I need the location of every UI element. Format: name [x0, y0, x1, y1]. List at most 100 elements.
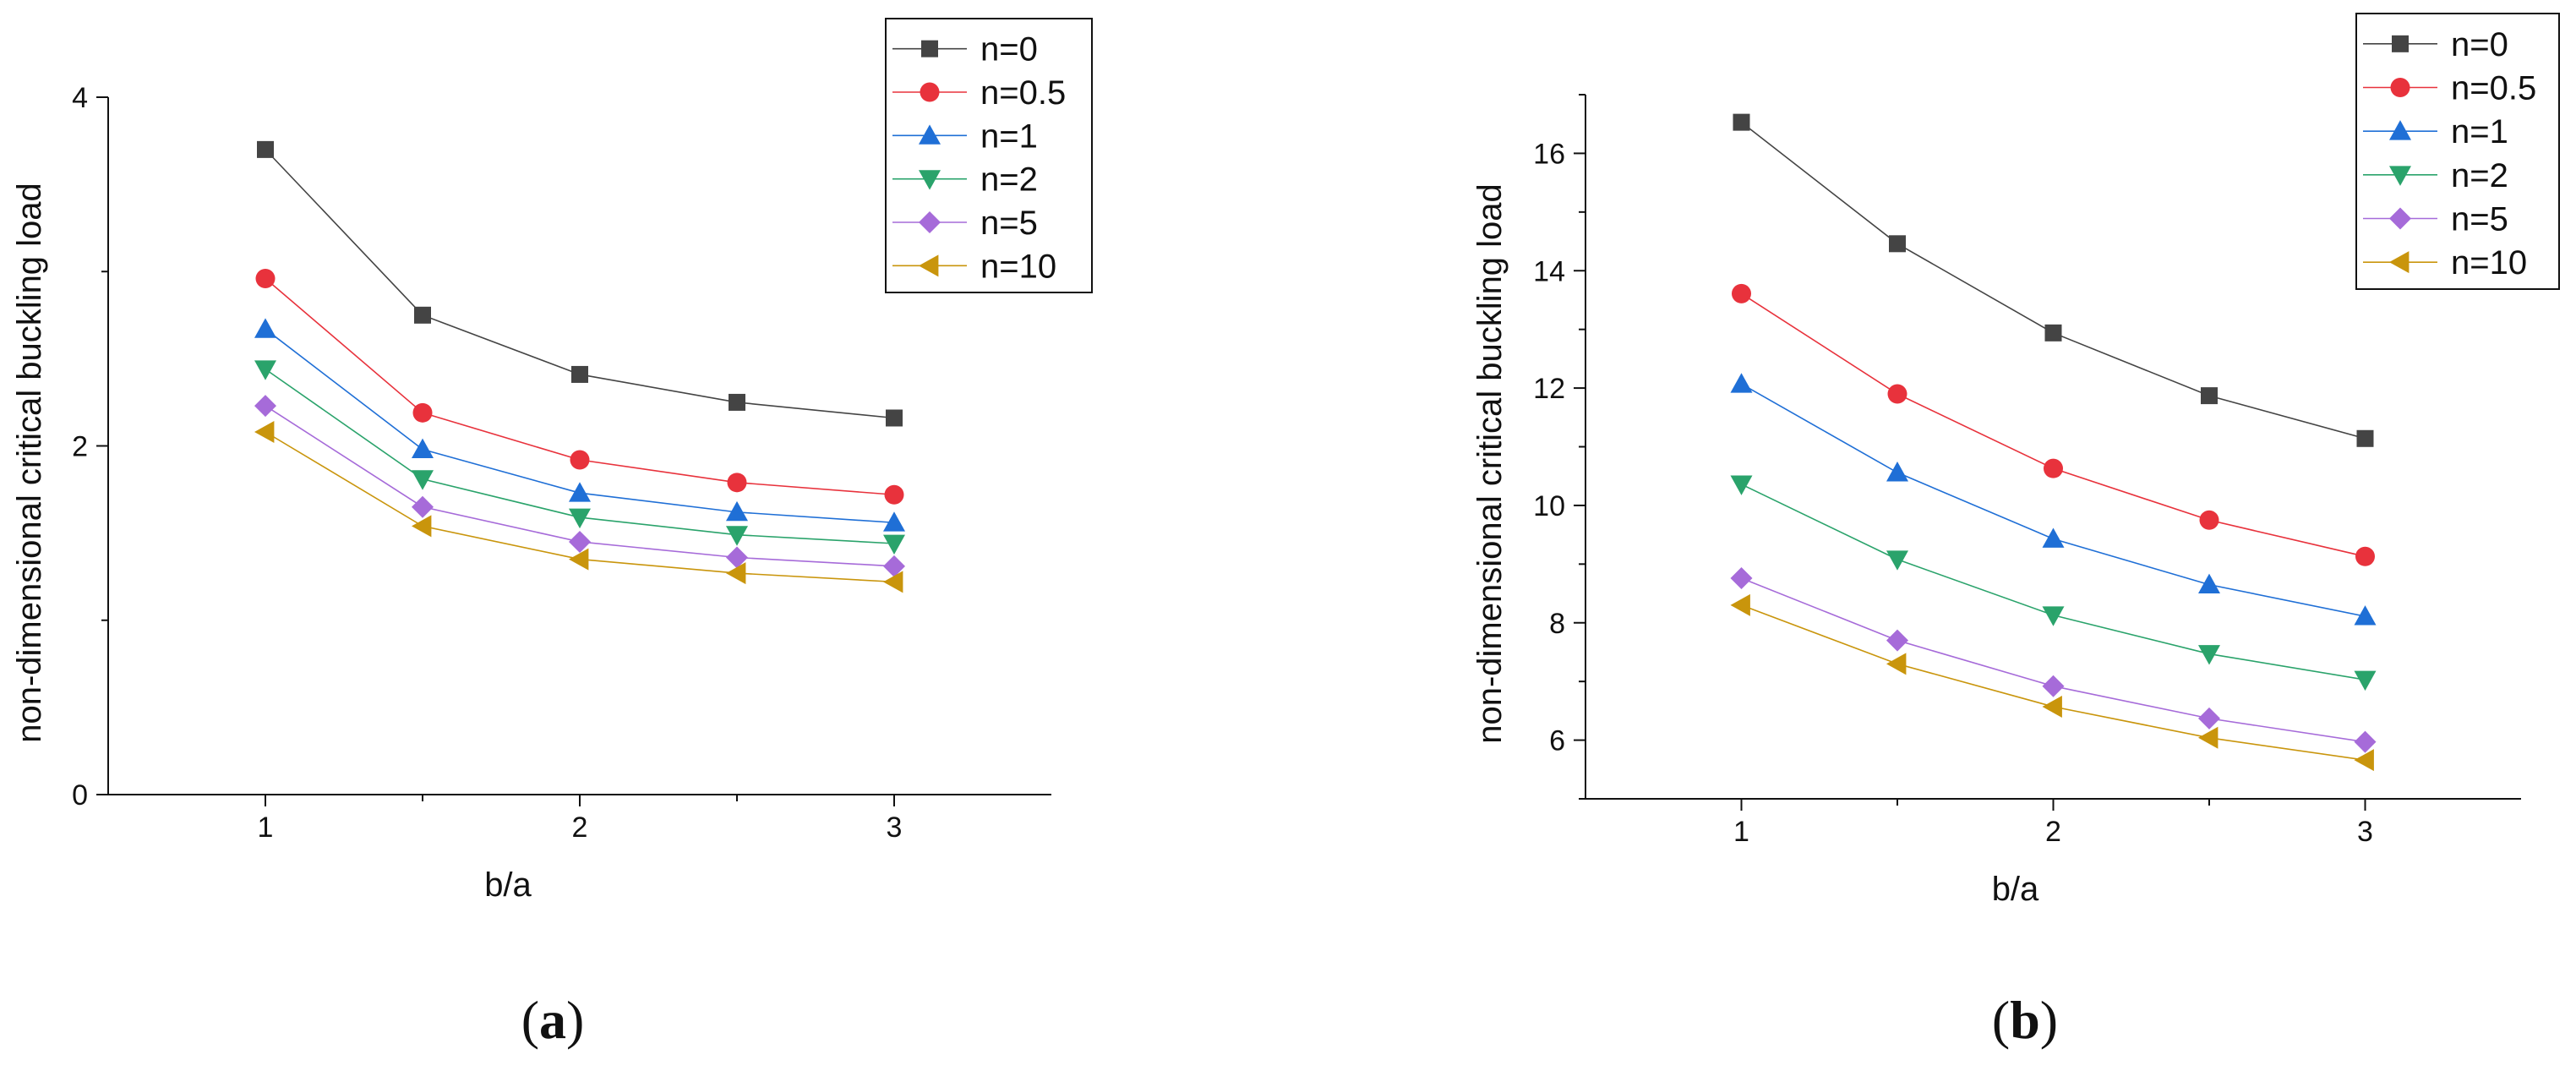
- data-point-b-3-1: [1886, 550, 1908, 571]
- data-point-b-1-3: [2199, 510, 2219, 530]
- data-point-a-0-3: [729, 393, 745, 411]
- data-point-a-5-3: [726, 562, 746, 585]
- data-point-b-3-2: [2042, 606, 2065, 626]
- series-line-b-4: [1741, 577, 2366, 743]
- legend-marker-b-5: [2389, 251, 2410, 274]
- legend-marker-a-5: [919, 254, 939, 277]
- legend-marker-a-3: [919, 170, 941, 190]
- data-point-b-2-1: [1886, 462, 1908, 482]
- data-point-b-5-1: [1886, 653, 1907, 675]
- data-point-b-4-2: [2042, 675, 2065, 697]
- data-point-b-5-2: [2042, 696, 2062, 719]
- legend-marker-b-2: [2389, 120, 2411, 140]
- data-point-b-4-1: [1886, 629, 1908, 652]
- series-line-b-3: [1741, 484, 2366, 680]
- x-tick-label-a: 1: [258, 812, 274, 844]
- legend-label-a-1: n=0.5: [980, 74, 1066, 112]
- data-point-a-4-3: [726, 546, 748, 569]
- data-point-a-5-4: [883, 571, 903, 593]
- panel-label-b: b: [2010, 990, 2040, 1050]
- data-point-a-4-2: [569, 530, 591, 553]
- y-tick-label-b: 16: [1533, 138, 1565, 170]
- legend-label-b-5: n=10: [2451, 244, 2527, 281]
- legend-box-b: [2355, 13, 2560, 290]
- data-point-b-0-1: [1889, 235, 1906, 253]
- legend-marker-b-3: [2389, 166, 2411, 186]
- data-point-a-5-1: [412, 515, 432, 538]
- data-point-a-1-0: [255, 269, 276, 288]
- y-tick-label-b: 8: [1549, 608, 1565, 640]
- legend-marker-a-1: [920, 82, 940, 102]
- x-axis-title-b: b/a: [1992, 871, 2039, 908]
- data-point-b-4-3: [2198, 707, 2220, 730]
- data-point-a-4-4: [883, 555, 905, 577]
- data-point-b-4-0: [1730, 566, 1753, 589]
- data-point-b-1-2: [2044, 458, 2063, 478]
- panel-caption-a: (a): [521, 990, 585, 1050]
- legend-marker-b-1: [2390, 78, 2410, 97]
- data-point-a-0-4: [886, 409, 903, 427]
- legend-label-a-0: n=0: [980, 31, 1038, 68]
- data-point-a-0-2: [571, 365, 588, 383]
- panel-caption-b: (b): [1991, 990, 2059, 1050]
- data-point-a-2-2: [569, 482, 591, 502]
- data-point-a-3-0: [254, 360, 276, 380]
- data-point-b-1-1: [1887, 384, 1907, 404]
- data-point-b-0-3: [2201, 387, 2218, 405]
- data-point-a-3-3: [726, 526, 748, 546]
- x-tick-label-b: 2: [2045, 816, 2061, 848]
- data-point-a-5-0: [254, 421, 275, 443]
- y-tick-label-b: 14: [1533, 255, 1565, 287]
- x-axis-title-a: b/a: [484, 866, 532, 904]
- data-point-b-2-4: [2354, 605, 2377, 626]
- legend-label-b-3: n=2: [2451, 157, 2508, 194]
- data-point-a-0-0: [257, 140, 274, 158]
- y-tick-label-a: 2: [72, 431, 88, 463]
- x-tick-label-a: 3: [887, 812, 903, 844]
- x-tick-label-b: 1: [1733, 816, 1749, 848]
- data-point-b-5-3: [2198, 726, 2219, 749]
- data-point-b-0-4: [2356, 429, 2374, 447]
- legend-label-a-3: n=2: [980, 161, 1038, 199]
- data-point-b-5-0: [1730, 593, 1750, 616]
- x-tick-label-b: 3: [2357, 816, 2373, 848]
- data-point-a-2-0: [254, 318, 276, 338]
- data-point-a-5-2: [569, 548, 589, 571]
- data-point-b-3-3: [2198, 645, 2220, 665]
- data-point-b-3-0: [1730, 475, 1753, 495]
- y-axis-title-b: non-dimensional critical buckling load: [1471, 183, 1509, 744]
- data-point-a-3-1: [412, 470, 434, 490]
- data-point-a-4-0: [254, 395, 276, 418]
- data-point-a-2-1: [412, 438, 434, 459]
- legend-label-b-2: n=1: [2451, 113, 2508, 150]
- legend-label-b-1: n=0.5: [2451, 70, 2536, 107]
- legend-marker-a-0: [921, 40, 938, 57]
- series-line-b-2: [1741, 383, 2366, 617]
- data-point-a-2-3: [726, 500, 748, 522]
- legend-marker-b-4: [2389, 207, 2411, 230]
- data-point-b-5-4: [2354, 749, 2374, 772]
- y-tick-label-a: 4: [72, 82, 88, 114]
- legend-label-a-4: n=5: [980, 205, 1038, 242]
- legend-marker-b-0: [2392, 35, 2409, 52]
- data-point-a-1-4: [884, 484, 904, 505]
- y-tick-label-b: 6: [1549, 725, 1565, 757]
- data-point-b-2-0: [1730, 373, 1753, 393]
- legend-marker-a-4: [919, 211, 941, 233]
- data-point-b-2-2: [2042, 527, 2065, 548]
- data-point-b-1-0: [1732, 283, 1751, 303]
- y-tick-label-b: 12: [1533, 373, 1565, 405]
- legend-box-a: [885, 18, 1093, 293]
- data-point-a-4-1: [412, 495, 434, 518]
- legend-label-a-5: n=10: [980, 248, 1056, 285]
- legend-marker-a-2: [919, 124, 941, 145]
- data-point-b-0-2: [2044, 324, 2062, 342]
- data-point-a-1-3: [727, 473, 747, 493]
- x-tick-label-a: 2: [572, 812, 588, 844]
- data-point-a-1-2: [570, 450, 590, 470]
- data-point-a-1-1: [412, 402, 433, 423]
- data-point-a-3-2: [569, 508, 591, 529]
- data-point-b-2-3: [2198, 573, 2220, 594]
